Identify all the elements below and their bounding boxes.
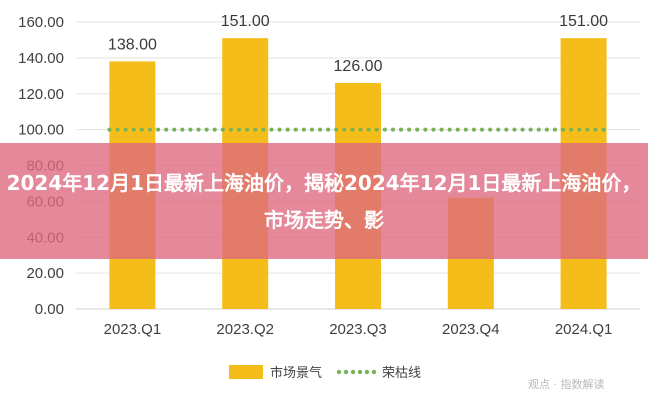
x-tick-label: 2024.Q1 (555, 321, 613, 338)
title-banner: 2024年12月1日最新上海油价，揭秘2024年12月1日最新上海油价，市场走势… (0, 143, 648, 259)
y-tick-label: 140.00 (18, 50, 64, 67)
y-tick-label: 120.00 (18, 86, 64, 103)
x-tick-label: 2023.Q4 (442, 321, 500, 338)
data-label: 138.00 (108, 36, 157, 53)
x-tick-label: 2023.Q2 (216, 321, 274, 338)
legend-swatch-line (336, 369, 377, 375)
x-axis: 2023.Q1 2023.Q2 2023.Q3 2023.Q4 2024.Q1 (104, 321, 613, 338)
legend-label-bar: 市场景气 (270, 365, 322, 381)
x-tick-label: 2023.Q1 (104, 321, 162, 338)
legend: 市场景气 荣枯线 (229, 365, 421, 381)
watermark: 观点 · 指数解读 (528, 377, 605, 391)
legend-label-line: 荣枯线 (382, 366, 421, 381)
data-label: 151.00 (221, 13, 270, 30)
x-tick-label: 2023.Q3 (329, 321, 387, 338)
y-tick-label: 0.00 (35, 301, 64, 318)
data-label: 151.00 (559, 13, 608, 30)
data-label: 126.00 (334, 58, 383, 75)
banner-title: 2024年12月1日最新上海油价，揭秘2024年12月1日最新上海油价，市场走势… (6, 171, 642, 232)
y-tick-label: 20.00 (26, 265, 64, 282)
data-labels: 138.00 151.00 126.00 151.00 (108, 13, 608, 75)
y-tick-label: 100.00 (18, 122, 64, 139)
y-tick-label: 160.00 (18, 14, 64, 31)
legend-swatch-bar (229, 365, 263, 379)
